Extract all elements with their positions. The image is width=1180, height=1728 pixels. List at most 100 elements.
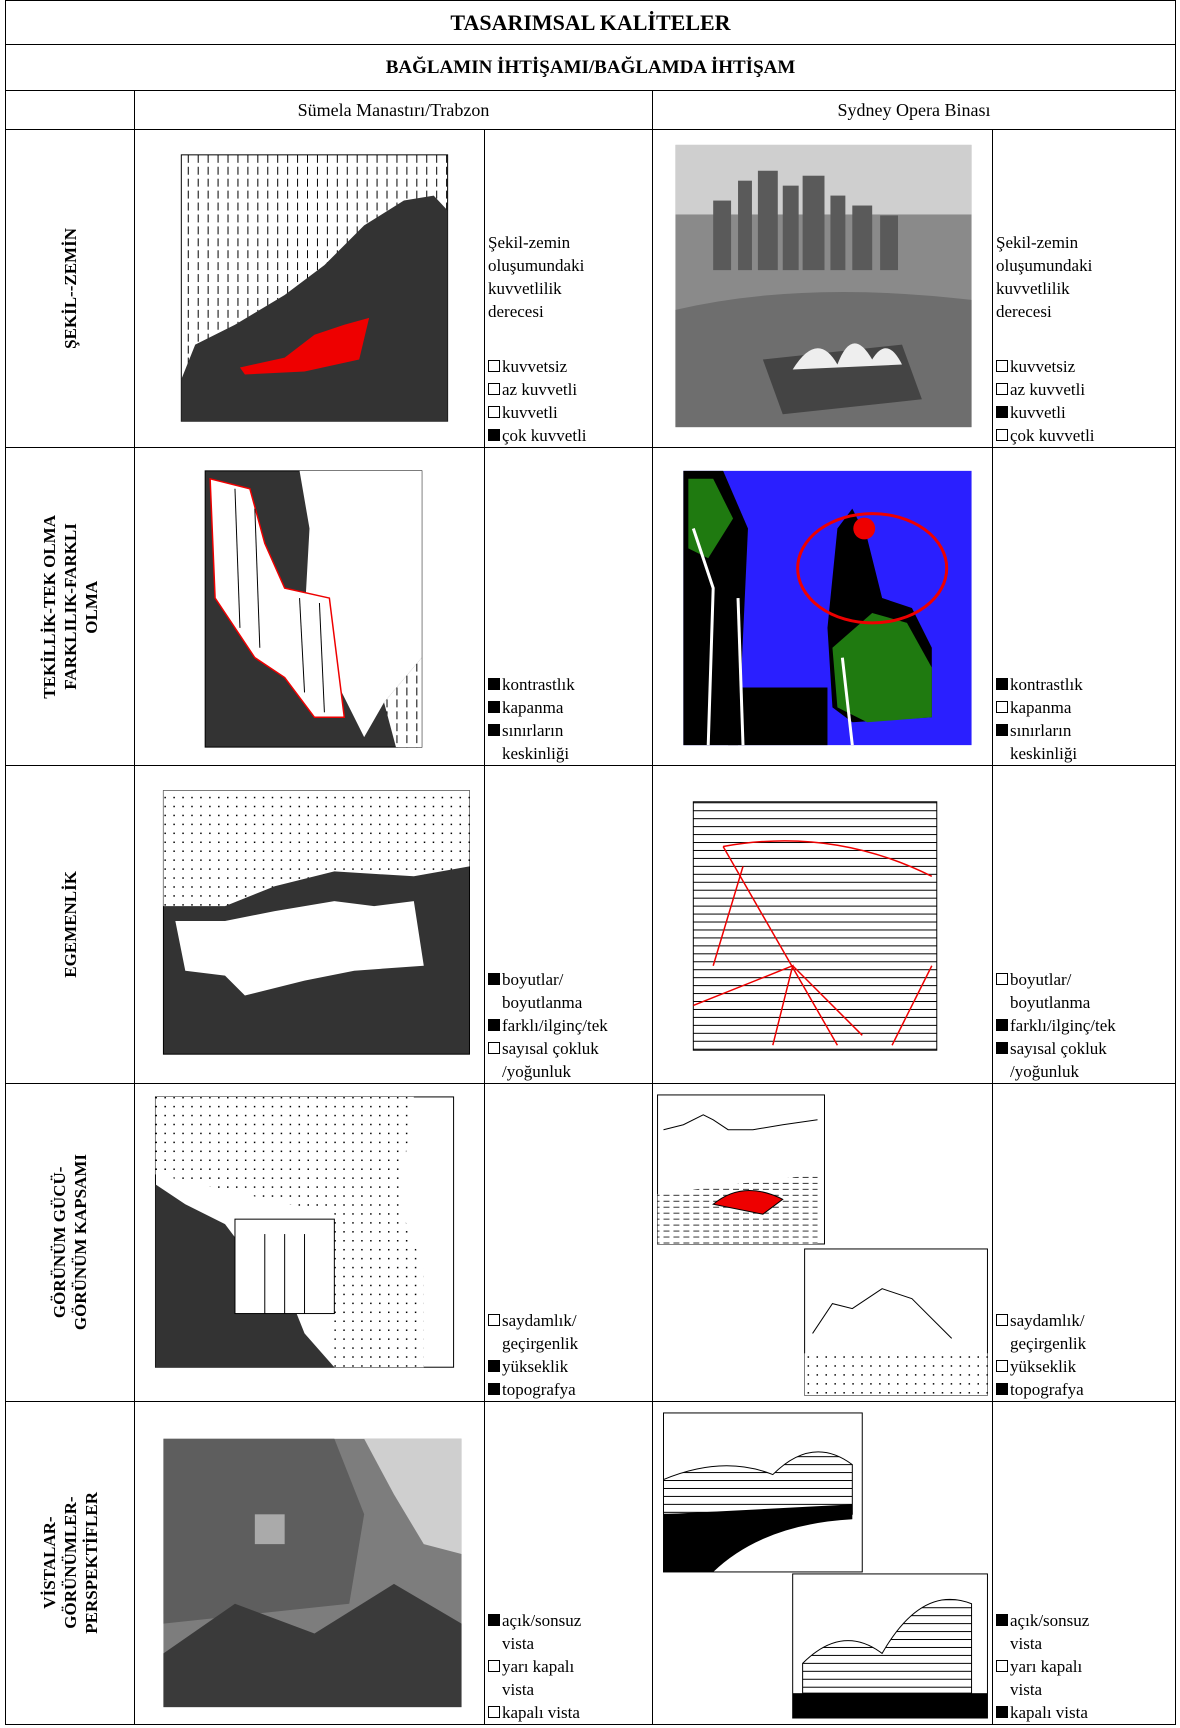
sydney-view-sketches — [657, 1093, 988, 1396]
row-label: EGEMENLİK — [5, 765, 135, 1084]
checkbox — [488, 360, 500, 372]
option: boyutlar/ boyutlanma — [488, 968, 652, 1014]
option: kuvvetsiz — [996, 355, 1175, 378]
option-text: boyutlar/ boyutlanma — [1010, 970, 1091, 1012]
option: saydamlık/ geçirgenlik — [996, 1309, 1175, 1355]
checkbox — [488, 701, 500, 713]
option-text: kontrastlık — [1010, 675, 1083, 694]
empty-header — [5, 90, 135, 130]
row-label-text: GÖRÜNÜM GÜCÜ- GÖRÜNÜM KAPSAMI — [49, 1154, 91, 1330]
intro-text: Şekil-zemin oluşumundaki kuvvetlilik der… — [996, 233, 1093, 321]
checkbox — [488, 724, 500, 736]
text-cell: kontrastlık kapanma sınırların keskinliği — [992, 447, 1176, 766]
option: yükseklik — [488, 1355, 652, 1378]
checkbox — [488, 1042, 500, 1054]
option: sayısal çokluk /yoğunluk — [488, 1037, 652, 1083]
label-line: OLMA — [81, 580, 101, 633]
option-list: Şekil-zemin oluşumundaki kuvvetlilik der… — [485, 231, 652, 447]
column-header: Sümela Manastırı/Trabzon — [134, 90, 653, 130]
option-text: saydamlık/ geçirgenlik — [502, 1311, 579, 1353]
option-text: çok kuvvetli — [502, 426, 587, 445]
option-text: kuvvetli — [502, 403, 558, 422]
option-text: topografya — [502, 1380, 576, 1399]
checkbox — [996, 1660, 1008, 1672]
text-cell: açık/sonsuz vista yarı kapalı vista kapalı… — [484, 1401, 653, 1725]
option-text: sayısal çokluk /yoğunluk — [502, 1039, 599, 1081]
row-label: ŞEKİL--ZEMİN — [5, 129, 135, 448]
option: kapalı vista — [996, 1701, 1175, 1724]
checkbox — [996, 701, 1008, 713]
option-text: kontrastlık — [502, 675, 575, 694]
option-text: yükseklik — [1010, 1357, 1077, 1376]
label-line: GÖRÜNÜM GÜCÜ- — [50, 1166, 69, 1319]
checkbox — [996, 406, 1008, 418]
text-cell: açık/sonsuz vista yarı kapalı vista kapalı… — [992, 1401, 1176, 1725]
label-line: ŞEKİL--ZEMİN — [60, 228, 80, 349]
option-text: farklı/ilginç/tek — [1010, 1016, 1116, 1035]
option: sınırların keskinliği — [996, 719, 1175, 765]
checkbox — [488, 406, 500, 418]
text-cell: saydamlık/ geçirgenlik yükseklik topografy… — [484, 1083, 653, 1402]
option: çok kuvvetli — [488, 424, 652, 447]
option-text: kapanma — [1010, 698, 1072, 717]
option: kuvvetli — [996, 401, 1175, 424]
sumela-figure-ground — [180, 153, 449, 422]
label-line: EGEMENLİK — [60, 871, 80, 978]
label-line: GÖRÜNÜMLER- — [60, 1496, 80, 1630]
label-line: GÖRÜNÜM KAPSAMI — [71, 1154, 90, 1331]
option-text: az kuvvetli — [502, 380, 578, 399]
option: kapanma — [488, 696, 652, 719]
image-cell — [652, 447, 993, 766]
checkbox — [996, 1383, 1008, 1395]
option-list: açık/sonsuz vista yarı kapalı vista kapalı… — [485, 1609, 652, 1724]
text-cell: Şekil-zemin oluşumundaki kuvvetlilik der… — [484, 129, 653, 448]
option: topografya — [996, 1378, 1175, 1401]
checkbox — [488, 1383, 500, 1395]
image-cell — [134, 765, 485, 1084]
option: kapanma — [996, 696, 1175, 719]
option: kontrastlık — [996, 673, 1175, 696]
label-line: VİSTALAR- — [39, 1516, 59, 1610]
option-text: boyutlar/ boyutlanma — [502, 970, 583, 1012]
option-text: yükseklik — [502, 1357, 569, 1376]
option: açık/sonsuz vista — [996, 1609, 1175, 1655]
image-cell — [134, 1401, 485, 1725]
option-text: yarı kapalı vista — [1010, 1657, 1083, 1699]
option-text: sınırların keskinliği — [502, 721, 570, 763]
option-text: yarı kapalı vista — [502, 1657, 575, 1699]
checkbox — [996, 1360, 1008, 1372]
sydney-vista-sketches — [663, 1412, 988, 1719]
option: az kuvvetli — [996, 378, 1175, 401]
sumela-photo — [163, 1438, 462, 1708]
option-text: sınırların keskinliği — [1010, 721, 1078, 763]
row-label: VİSTALAR- GÖRÜNÜMLER- PERSPEKTİFLER — [5, 1401, 135, 1725]
option: yükseklik — [996, 1355, 1175, 1378]
option-text: açık/sonsuz vista — [1010, 1611, 1090, 1653]
label-line: PERSPEKTİFLER — [81, 1492, 101, 1634]
sydney-uniqueness — [683, 470, 972, 745]
checkbox — [488, 973, 500, 985]
option-list: saydamlık/ geçirgenlik yükseklik topografy… — [993, 1309, 1175, 1401]
option-text: topografya — [1010, 1380, 1084, 1399]
option-text: az kuvvetli — [1010, 380, 1086, 399]
option-text: kapalı vista — [502, 1703, 580, 1722]
checkbox — [488, 678, 500, 690]
option-list: Şekil-zemin oluşumundaki kuvvetlilik der… — [993, 231, 1175, 447]
option-text: kuvvetli — [1010, 403, 1066, 422]
table-subtitle: BAĞLAMIN İHTİŞAMI/BAĞLAMDA İHTİŞAM — [5, 44, 1176, 91]
text-cell: saydamlık/ geçirgenlik yükseklik topografy… — [992, 1083, 1176, 1402]
label-line: TEKİLLİK-TEK OLMA — [39, 514, 59, 699]
checkbox — [488, 1614, 500, 1626]
option-list: saydamlık/ geçirgenlik yükseklik topografy… — [485, 1309, 652, 1401]
image-cell — [134, 1083, 485, 1402]
label-line: FARKLILIK-FARKLI — [60, 523, 80, 690]
image-cell — [652, 129, 993, 448]
sydney-photo — [675, 144, 972, 427]
option: kontrastlık — [488, 673, 652, 696]
checkbox — [996, 360, 1008, 372]
checkbox — [488, 383, 500, 395]
text-cell: Şekil-zemin oluşumundaki kuvvetlilik der… — [992, 129, 1176, 448]
sumela-dominance — [162, 789, 470, 1055]
checkbox — [996, 1614, 1008, 1626]
